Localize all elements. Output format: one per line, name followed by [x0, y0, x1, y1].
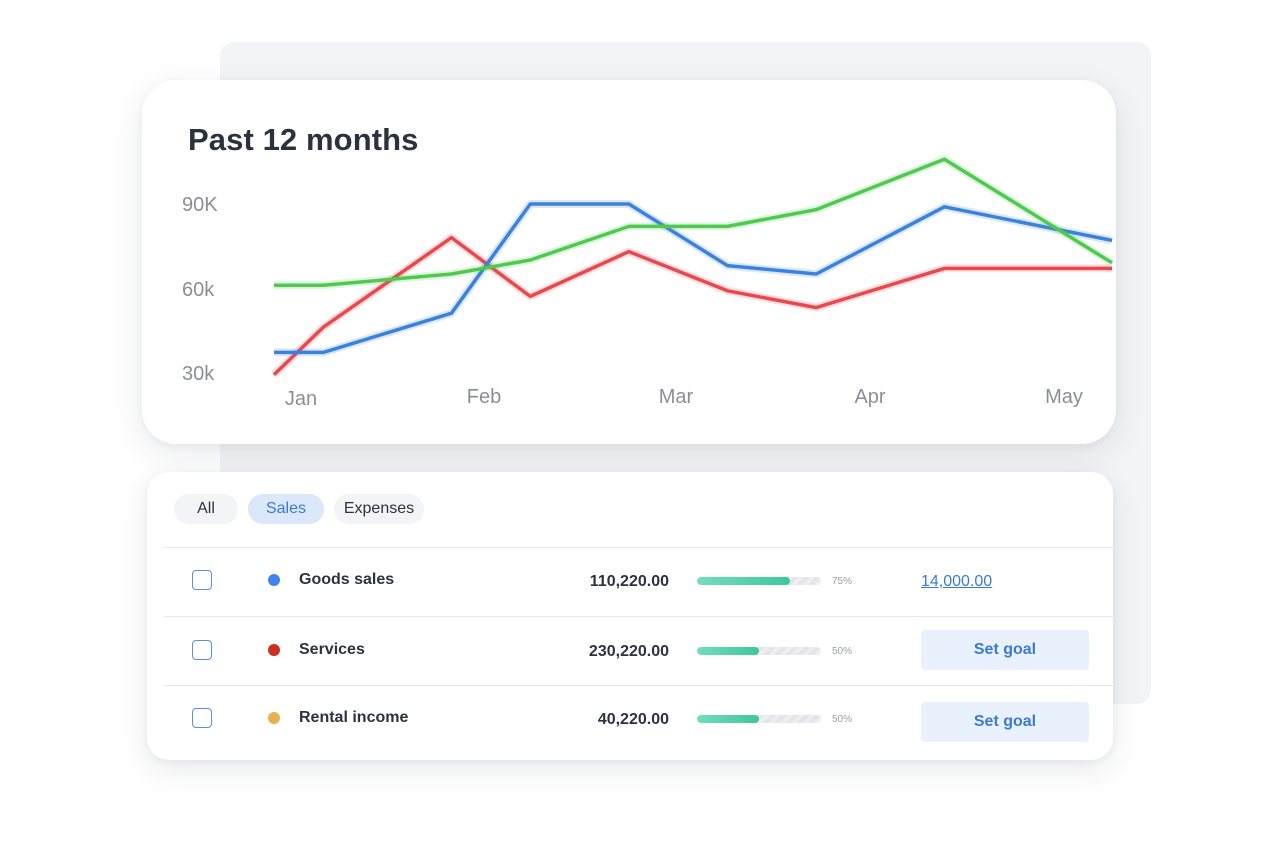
row-checkbox[interactable]: [192, 708, 212, 728]
category-label: Rental income: [299, 709, 409, 726]
set-goal-button[interactable]: Set goal: [921, 702, 1089, 742]
series-line-0: [272, 235, 1112, 377]
x-tick-label: Feb: [467, 386, 501, 408]
category-color-dot: [268, 574, 280, 586]
row-checkbox[interactable]: [192, 640, 212, 660]
category-color-dot: [268, 712, 280, 724]
table-row: Rental income 40,220.00 50% Set goal: [164, 685, 1113, 754]
progress-bar: [697, 577, 821, 585]
progress-percent: 50%: [832, 714, 853, 725]
y-tick-label: 30k: [182, 363, 215, 385]
y-tick-label: 60k: [182, 279, 215, 301]
y-tick-label: 90K: [182, 194, 218, 216]
x-tick-label: Apr: [854, 386, 885, 408]
progress-fill: [697, 577, 790, 585]
category-list: Goods sales 110,220.00 75% 14,000.00 Ser…: [164, 547, 1113, 754]
category-label: Goods sales: [299, 571, 395, 588]
filter-all[interactable]: All: [174, 494, 238, 524]
progress-fill: [697, 715, 759, 723]
chart-card: 90K 60k 30k Jan Feb Mar Apr May Past 12 months: [142, 80, 1116, 444]
category-label: Services: [299, 641, 365, 658]
progress-bar: [697, 715, 821, 723]
x-tick-label: May: [1045, 386, 1083, 408]
table-row: Services 230,220.00 50% Set goal: [164, 616, 1113, 685]
goal-link[interactable]: 14,000.00: [921, 573, 993, 590]
category-amount: 230,220.00: [588, 643, 669, 660]
x-tick-label: Mar: [659, 386, 694, 408]
filter-expenses[interactable]: Expenses: [334, 494, 424, 524]
series-line-1: [274, 202, 1113, 355]
category-amount: 40,220.00: [597, 711, 669, 728]
filter-sales[interactable]: Sales: [248, 494, 324, 524]
category-amount: 110,220.00: [589, 573, 669, 590]
progress-percent: 50%: [832, 646, 853, 657]
progress-bar: [697, 647, 821, 655]
series-line-glow: [271, 233, 1112, 378]
line-chart: 90K 60k 30k Jan Feb Mar Apr May: [182, 155, 1115, 410]
progress-percent: 75%: [832, 576, 853, 587]
category-color-dot: [268, 644, 280, 656]
x-tick-label: Jan: [285, 388, 317, 410]
chart-title: Past 12 months: [188, 122, 419, 157]
row-checkbox[interactable]: [192, 570, 212, 590]
category-table-card: All Sales Expenses Goods sales 110,220.0…: [147, 472, 1113, 760]
set-goal-button[interactable]: Set goal: [921, 630, 1089, 670]
progress-fill: [697, 647, 759, 655]
series-line-2: [274, 157, 1113, 287]
table-row: Goods sales 110,220.00 75% 14,000.00: [164, 547, 1113, 616]
